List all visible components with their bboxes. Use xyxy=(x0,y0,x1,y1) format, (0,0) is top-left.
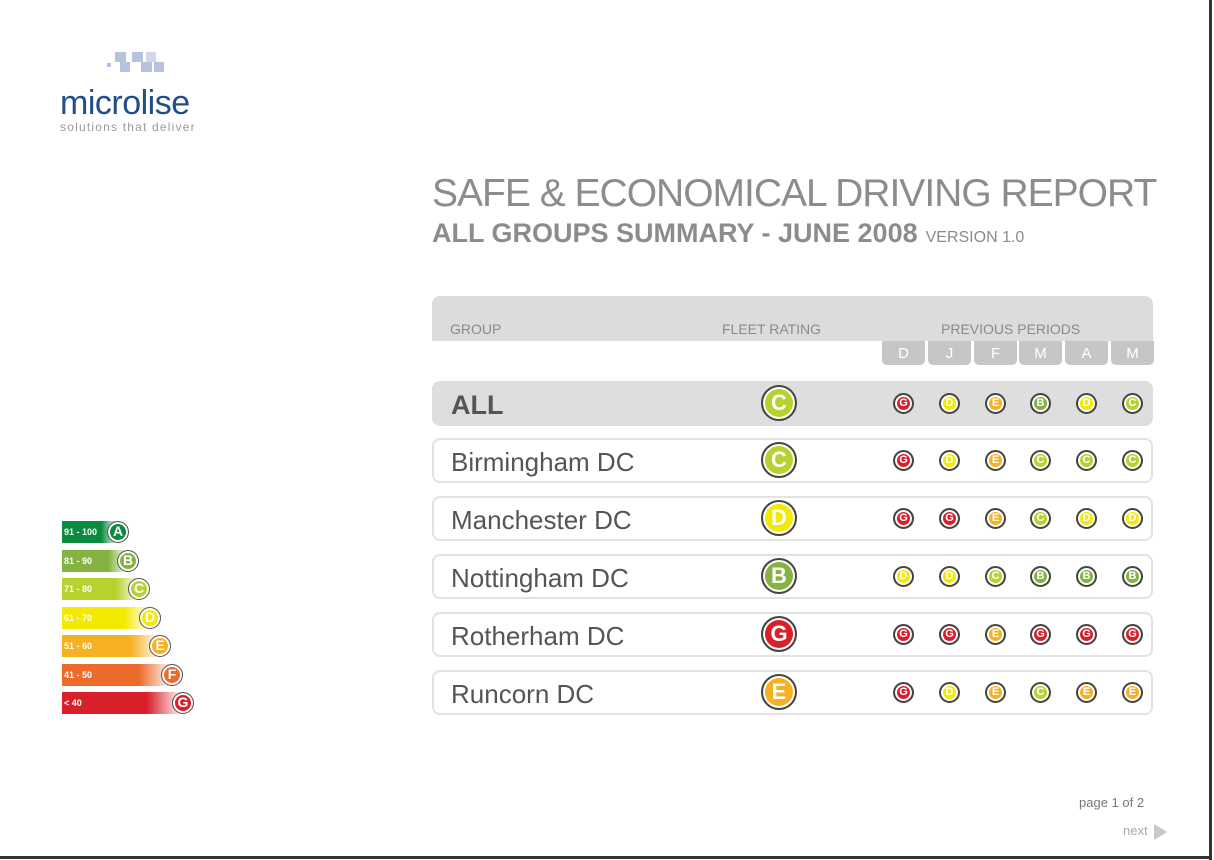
rating-badge-d: D xyxy=(939,566,960,587)
rating-badge-g: G xyxy=(939,624,960,645)
rating-badge-c: C xyxy=(1030,508,1051,529)
rating-badge-g: G xyxy=(893,624,914,645)
col-fleet-rating: FLEET RATING xyxy=(722,321,822,337)
next-button[interactable]: next xyxy=(1123,823,1167,840)
rating-badge-c: C xyxy=(761,385,797,421)
subtitle-text: ALL GROUPS SUMMARY - JUNE 2008 xyxy=(432,218,918,248)
group-name: Runcorn DC xyxy=(451,679,595,709)
rating-badge-g: G xyxy=(893,682,914,703)
rating-badge-e: E xyxy=(1122,682,1143,703)
col-group: GROUP xyxy=(450,321,502,337)
rating-badge-b: B xyxy=(1030,393,1051,414)
rating-badge-e: E xyxy=(985,508,1006,529)
legend-range: 91 - 100 xyxy=(64,527,98,537)
month-header: F xyxy=(974,341,1017,365)
rating-badge-g: G xyxy=(939,508,960,529)
version-label: VERSION 1.0 xyxy=(925,229,1025,246)
group-name: Manchester DC xyxy=(451,505,632,535)
rating-badge-d: D xyxy=(761,500,797,536)
rating-badge-c: C xyxy=(1122,450,1143,471)
next-arrow-icon xyxy=(1153,823,1167,840)
rating-badge-d: D xyxy=(1122,508,1143,529)
group-name: Rotherham DC xyxy=(451,621,625,651)
rating-badge-b: B xyxy=(1122,566,1143,587)
rating-badge-c: C xyxy=(985,566,1006,587)
rating-badge-e: E xyxy=(985,393,1006,414)
table-row: Rotherham DC G G G E G G G xyxy=(432,612,1153,657)
legend-bar-c: 71 - 80 C xyxy=(62,578,150,600)
rating-badge-b: B xyxy=(761,558,797,594)
rating-badge-d: D xyxy=(1076,393,1097,414)
legend-range: 51 - 60 xyxy=(64,641,93,651)
group-name: Birmingham DC xyxy=(451,447,635,477)
rating-badge-e: E xyxy=(761,674,797,710)
legend-bar-d: 61 - 70 D xyxy=(62,606,161,629)
rating-badge-a: A xyxy=(107,521,129,543)
rating-badge-d: D xyxy=(939,682,960,703)
rating-badge-c: C xyxy=(1030,682,1051,703)
table-row: Runcorn DC E G D E C E E xyxy=(432,670,1153,715)
rating-badge-d: D xyxy=(1076,508,1097,529)
rating-badge-b: B xyxy=(1030,566,1051,587)
month-header: D xyxy=(882,341,925,365)
report-subtitle: ALL GROUPS SUMMARY - JUNE 2008 VERSION 1.… xyxy=(432,218,1024,249)
legend-bar-f: 41 - 50 F xyxy=(62,663,183,686)
rating-badge-d: D xyxy=(939,393,960,414)
month-header: A xyxy=(1065,341,1108,365)
rating-badge-c: C xyxy=(1076,450,1097,471)
rating-badge-b: B xyxy=(117,549,139,572)
month-header: M xyxy=(1111,341,1154,365)
rating-badge-e: E xyxy=(149,635,171,657)
rating-badge-g: G xyxy=(893,393,914,414)
logo-tagline: solutions that deliver xyxy=(60,120,196,134)
rating-badge-d: D xyxy=(893,566,914,587)
rating-badge-c: C xyxy=(1030,450,1051,471)
rating-badge-g: G xyxy=(893,450,914,471)
legend-range: < 40 xyxy=(64,698,82,708)
rating-badge-g: G xyxy=(893,508,914,529)
rating-badge-e: E xyxy=(985,682,1006,703)
rating-badge-d: D xyxy=(139,606,161,629)
rating-badge-c: C xyxy=(1122,393,1143,414)
rating-badge-e: E xyxy=(985,624,1006,645)
next-label: next xyxy=(1123,823,1148,838)
col-previous-periods: PREVIOUS PERIODS xyxy=(941,321,1081,337)
rating-badge-g: G xyxy=(1076,624,1097,645)
month-header: J xyxy=(928,341,971,365)
rating-badge-e: E xyxy=(985,450,1006,471)
report-title: SAFE & ECONOMICAL DRIVING REPORT xyxy=(432,172,1157,215)
month-header: M xyxy=(1019,341,1062,365)
legend-range: 81 - 90 xyxy=(64,555,93,566)
legend-bar-a: 91 - 100 A xyxy=(62,521,129,543)
rating-badge-c: C xyxy=(761,442,797,478)
legend-bar-g: < 40 G xyxy=(62,692,194,714)
legend-range: 41 - 50 xyxy=(64,669,93,680)
group-name: ALL xyxy=(451,390,504,420)
frame-border xyxy=(0,856,1212,859)
page-indicator: page 1 of 2 xyxy=(1079,795,1145,810)
table-row: Nottingham DC B D D C B B B xyxy=(432,554,1153,599)
legend-bar-e: 51 - 60 E xyxy=(62,635,171,657)
rating-badge-e: E xyxy=(1076,682,1097,703)
rating-badge-d: D xyxy=(939,450,960,471)
table-row: ALL C G D E B D C xyxy=(432,381,1153,426)
microlise-logo: microlise solutions that deliver xyxy=(58,48,218,138)
legend-bar-b: 81 - 90 B xyxy=(62,549,139,572)
rating-badge-b: B xyxy=(1076,566,1097,587)
rating-badge-c: C xyxy=(128,578,150,600)
rating-badge-g: G xyxy=(761,616,797,652)
table-row: Birmingham DC C G D E C C C xyxy=(432,438,1153,483)
table-row: Manchester DC D G G E C D D xyxy=(432,496,1153,541)
group-name: Nottingham DC xyxy=(451,563,629,593)
logo-name: microlise xyxy=(60,84,190,122)
legend-range: 61 - 70 xyxy=(64,612,93,623)
rating-badge-g: G xyxy=(172,692,194,714)
rating-badge-g: G xyxy=(1122,624,1143,645)
rating-badge-g: G xyxy=(1030,624,1051,645)
table-header: GROUP FLEET RATING PREVIOUS PERIODS xyxy=(432,296,1153,341)
rating-badge-f: F xyxy=(161,663,183,686)
legend-range: 71 - 80 xyxy=(64,584,93,594)
frame-border xyxy=(1209,0,1212,860)
